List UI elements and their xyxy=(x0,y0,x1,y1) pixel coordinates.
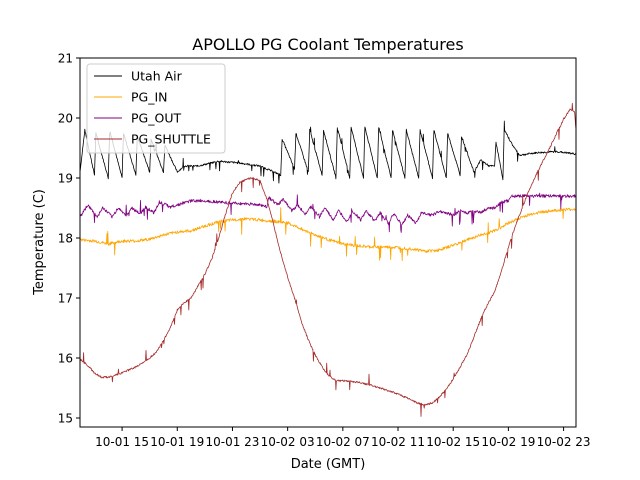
x-axis: 10-01 15 10-01 19 10-01 23 10-02 03 10-02 07… xyxy=(95,427,591,449)
series-line-pg-in xyxy=(80,207,576,262)
y-tick-label: 17 xyxy=(58,292,73,306)
y-axis-label: Temperature (C) xyxy=(32,189,47,296)
series-layer xyxy=(80,102,576,417)
x-tick-label: 10-01 15 xyxy=(95,435,149,449)
legend-label: PG_SHUTTLE xyxy=(131,132,211,147)
y-axis: 15 16 17 18 19 20 21 xyxy=(58,52,80,426)
series-line-utah-air xyxy=(80,120,576,184)
y-tick-label: 19 xyxy=(58,172,73,186)
x-tick-label: 10-02 23 xyxy=(537,435,591,449)
x-axis-label: Date (GMT) xyxy=(291,457,366,472)
legend-label: PG_IN xyxy=(131,90,168,105)
legend: Utah Air PG_IN PG_OUT PG_SHUTTLE xyxy=(86,63,226,154)
chart-title: APOLLO PG Coolant Temperatures xyxy=(192,35,463,54)
x-tick-label: 10-02 03 xyxy=(261,435,315,449)
y-tick-label: 15 xyxy=(58,412,73,426)
y-tick-label: 18 xyxy=(58,232,73,246)
x-tick-label: 10-01 19 xyxy=(150,435,204,449)
y-tick-label: 21 xyxy=(58,52,73,66)
series-line-pg-shuttle xyxy=(80,102,576,417)
x-tick-label: 10-02 11 xyxy=(371,435,425,449)
legend-label: Utah Air xyxy=(131,69,183,84)
x-tick-label: 10-02 19 xyxy=(481,435,535,449)
y-tick-label: 20 xyxy=(58,112,73,126)
legend-label: PG_OUT xyxy=(131,111,181,126)
legend-box xyxy=(86,63,226,154)
y-tick-label: 16 xyxy=(58,352,73,366)
plot-frame xyxy=(79,57,577,428)
x-tick-label: 10-02 07 xyxy=(316,435,370,449)
x-tick-label: 10-02 15 xyxy=(426,435,480,449)
series-line-pg-out xyxy=(80,192,576,233)
x-tick-label: 10-01 23 xyxy=(205,435,259,449)
